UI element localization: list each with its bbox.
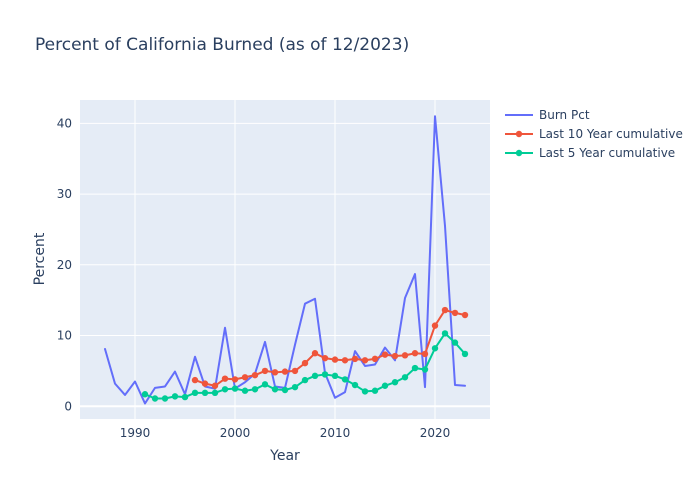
series-2-point-13[interactable] (271, 386, 279, 393)
y-tick-label-0: 0 (64, 399, 72, 413)
series-2-point-3[interactable] (171, 393, 179, 400)
title-layer: Percent of California Burned (as of 12/2… (35, 35, 409, 55)
x-tick-label-3: 2020 (420, 426, 451, 440)
series-2-point-15[interactable] (291, 383, 299, 391)
series-line-1 (194, 309, 466, 387)
series-2-point-9[interactable] (231, 385, 239, 392)
series-2-point-0[interactable] (141, 391, 149, 398)
series-2-point-11[interactable] (251, 386, 259, 393)
series-2-point-32[interactable] (461, 350, 469, 358)
series-1-point-7[interactable] (261, 367, 269, 375)
series-2-point-10[interactable] (241, 387, 249, 394)
series-2-point-27[interactable] (411, 364, 419, 372)
legend: Burn Pct Last 10 Year cumulative Last 5 Ye… (505, 108, 683, 160)
series-2-point-4[interactable] (181, 393, 189, 401)
y-tick-label-2: 20 (57, 258, 72, 272)
legend-swatch-marker-2 (515, 149, 523, 157)
legend-label-0: Burn Pct (539, 108, 590, 122)
series-1-point-2[interactable] (211, 382, 219, 389)
series-1-point-14[interactable] (331, 356, 339, 363)
series-2-point-20[interactable] (341, 376, 349, 383)
series-1-point-16[interactable] (351, 355, 359, 363)
series-1-point-3[interactable] (221, 375, 229, 382)
series-1-point-13[interactable] (321, 354, 329, 362)
series-2-point-31[interactable] (451, 339, 459, 346)
series-2-point-5[interactable] (191, 389, 199, 397)
series-1-point-8[interactable] (271, 369, 279, 376)
x-tick-label-1: 2000 (220, 426, 251, 440)
x-tick-label-2: 2010 (320, 426, 351, 440)
series-1-point-24[interactable] (431, 322, 439, 329)
y-tick-label-1: 10 (57, 329, 72, 343)
x-tick-label-0: 1990 (120, 426, 151, 440)
chart-title: Percent of California Burned (as of 12/2… (35, 35, 409, 55)
series-1-point-27[interactable] (461, 311, 469, 319)
series-1-point-1[interactable] (201, 380, 209, 387)
series-1-point-11[interactable] (301, 359, 309, 367)
legend-item-1[interactable]: Last 10 Year cumulative (505, 127, 683, 141)
plot-background (80, 100, 490, 419)
series-2-point-25[interactable] (391, 379, 399, 386)
series-2-point-28[interactable] (421, 366, 429, 373)
y-axis-ticks: 0 10 20 30 40 (57, 116, 72, 413)
series-1-point-22[interactable] (411, 350, 419, 357)
series-1-point-15[interactable] (341, 357, 349, 364)
series-2-point-12[interactable] (261, 381, 269, 388)
series-1-point-19[interactable] (381, 351, 389, 358)
series-2-point-23[interactable] (371, 387, 379, 394)
series-2-point-1[interactable] (151, 395, 159, 402)
series-1-point-26[interactable] (451, 309, 459, 317)
legend-item-2[interactable]: Last 5 Year cumulative (505, 146, 675, 160)
series-2-point-14[interactable] (281, 386, 289, 394)
y-tick-label-4: 40 (57, 116, 72, 130)
legend-item-0[interactable]: Burn Pct (505, 108, 590, 122)
series-2-point-2[interactable] (161, 395, 169, 402)
series-2-point-7[interactable] (211, 389, 219, 397)
series-1-point-10[interactable] (291, 367, 299, 375)
axes-layer: 1990 2000 2010 2020 0 10 20 30 40 Year Percent (32, 116, 450, 464)
series-layer (104, 115, 469, 405)
legend-label-1: Last 10 Year cumulative (539, 127, 683, 141)
series-1-point-9[interactable] (281, 368, 289, 375)
series-2-point-30[interactable] (441, 330, 449, 337)
plot-area (80, 100, 490, 419)
series-1-point-6[interactable] (251, 371, 259, 379)
legend-swatch-marker-1 (515, 130, 523, 138)
series-1-point-4[interactable] (231, 376, 239, 383)
series-1-point-5[interactable] (241, 374, 249, 381)
series-2-point-19[interactable] (331, 372, 339, 380)
grid-layer (80, 100, 490, 419)
series-2-point-18[interactable] (321, 371, 329, 378)
legend-label-2: Last 5 Year cumulative (539, 146, 675, 160)
series-2-point-16[interactable] (301, 376, 309, 384)
series-1-point-12[interactable] (311, 350, 319, 357)
series-1-point-17[interactable] (361, 357, 369, 364)
series-1-point-0[interactable] (191, 376, 199, 384)
x-axis-title: Year (269, 448, 300, 464)
x-axis-ticks: 1990 2000 2010 2020 (120, 426, 451, 440)
series-1-point-23[interactable] (421, 350, 429, 358)
series-1-point-18[interactable] (371, 355, 379, 363)
series-1-point-25[interactable] (441, 306, 449, 314)
series-2-point-8[interactable] (221, 386, 229, 393)
y-axis-title: Percent (32, 232, 48, 285)
series-2-point-6[interactable] (201, 389, 209, 397)
series-1-point-21[interactable] (401, 352, 409, 359)
series-2-point-22[interactable] (361, 388, 369, 395)
series-2-point-21[interactable] (351, 381, 359, 389)
series-2-point-24[interactable] (381, 382, 389, 389)
series-2-point-29[interactable] (431, 345, 439, 352)
series-1-point-20[interactable] (391, 352, 399, 360)
y-tick-label-3: 30 (57, 187, 72, 201)
series-2-point-17[interactable] (311, 372, 319, 380)
series-1 (191, 306, 469, 389)
series-2-point-26[interactable] (401, 374, 409, 381)
series-2 (141, 330, 469, 402)
